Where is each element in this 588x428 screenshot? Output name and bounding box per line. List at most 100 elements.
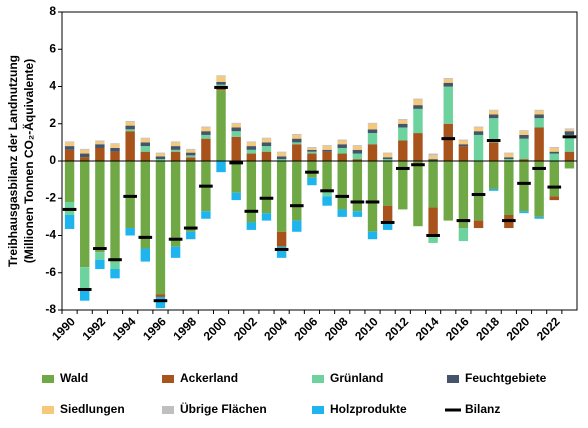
x-tick-label: 2012 [382,314,411,343]
bar-segment [246,161,257,223]
balance-marker [426,234,440,237]
bar-segment [140,161,151,249]
bar-segment [413,98,423,100]
bar-segment [398,120,408,124]
bar-segment [125,125,135,130]
y-tick-label: 0 [49,153,56,167]
bar-segment [534,114,544,119]
bar-segment [95,140,105,142]
bar-segment [140,142,151,147]
balance-marker [138,235,153,239]
bar-segment [186,148,196,150]
bar-segment [201,127,211,132]
balance-marker [108,258,122,262]
bar-segment [488,110,499,115]
bar-segment [428,155,438,160]
bar-segment [458,139,469,141]
bar-segment [261,151,272,161]
bar-segment [246,141,257,143]
bar-segment [549,153,559,161]
balance-marker [365,200,380,204]
bar-segment [413,108,423,134]
bar-segment [428,207,438,236]
bar-segment [246,222,257,230]
bar-segment [398,123,408,128]
x-tick-label: 1990 [49,314,78,343]
bar-segment [458,140,469,145]
bar-segment [307,153,317,161]
bar-segment [231,127,241,132]
balance-marker [547,185,562,189]
bar-segment [186,149,196,153]
legend-swatch [312,375,324,383]
bar-segment [170,151,181,161]
y-tick-label: 8 [49,4,56,18]
bar-segment [80,289,90,301]
bar-segment [322,151,332,161]
bar-segment [216,88,226,91]
bar-segment [140,146,151,152]
bar-segment [80,267,90,290]
bar-segment [443,82,453,87]
bar-segment [534,110,544,115]
bar-segment [458,228,469,242]
bar-segment [261,161,272,214]
bar-segment [352,149,363,154]
bar-segment [382,161,393,206]
balance-marker [168,237,183,241]
bar-segment [276,156,287,160]
bar-segment [337,144,347,148]
balance-marker [123,194,137,198]
bar-segment [276,152,287,157]
bar-segment [80,161,90,268]
bar-segment [95,141,105,145]
bar-segment [155,153,166,157]
y-axis-title: Treibhausgasbilanz der Landnutzung [6,55,20,267]
legend-swatch [445,408,461,412]
plot-border [61,11,578,311]
bar-segment [519,211,529,214]
legend-label: Holzprodukte [330,402,407,416]
bar-segment [186,157,196,161]
x-tick-label: 2018 [473,314,502,343]
bar-segment [80,148,90,150]
balance-marker [229,161,244,165]
bar-segment [110,261,120,270]
bar-segment [201,126,211,128]
bar-segment [413,105,423,109]
legend-label: Übrige Flächen [180,401,267,416]
bar-segment [261,137,272,139]
bar-segment [352,211,363,217]
x-tick-label: 2000 [201,314,230,343]
balance-marker [214,85,228,89]
bar-segment [110,144,120,148]
bar-segment [186,155,196,158]
bar-segment [352,145,363,147]
legend-label: Grünland [330,371,383,385]
bar-segment [488,114,499,119]
y-tick-label: -2 [45,190,56,204]
bar-segment [352,146,363,150]
bar-segment [549,151,559,154]
bar-segment [488,118,499,143]
bar-segment [549,161,559,197]
bar-segment [564,151,575,161]
bar-segment [80,149,90,154]
bar-segment [110,269,120,279]
bar-segment [170,142,181,147]
bar-segment [337,139,347,141]
bar-segment [337,140,347,145]
bar-segment [170,141,181,143]
bar-segment [64,161,75,202]
bar-segment [125,129,135,132]
y-tick-label: 2 [49,116,56,130]
bar-segment [155,296,166,309]
bar-segment [292,133,302,135]
balance-marker [502,219,516,223]
bar-segment [504,161,514,216]
bar-segment [261,138,272,143]
balance-marker [77,288,92,292]
bar-segment [367,122,378,124]
bar-segment [413,161,423,227]
bar-segment [95,147,105,161]
